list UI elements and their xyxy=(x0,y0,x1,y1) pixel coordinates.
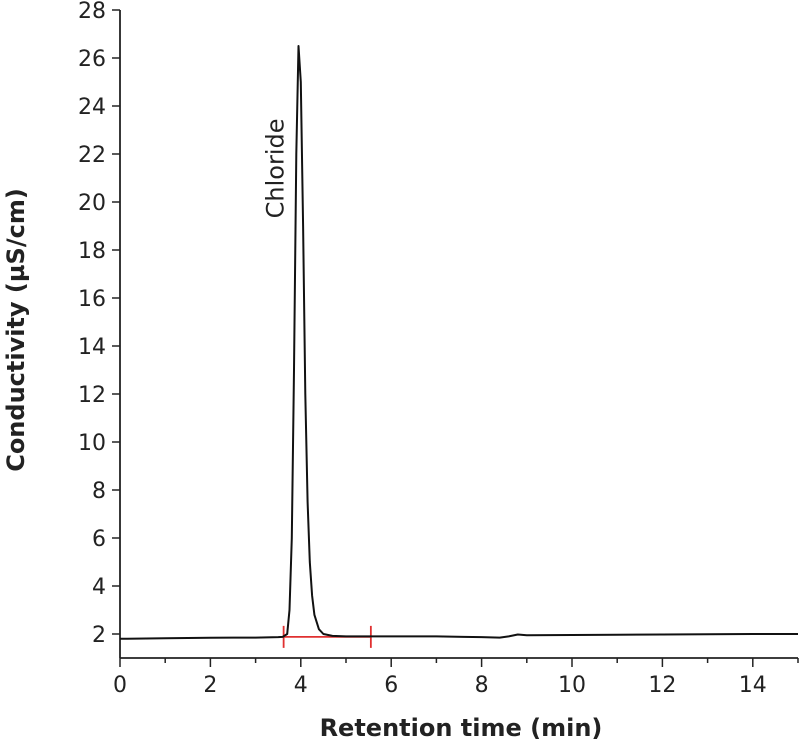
x-axis-title: Retention time (min) xyxy=(320,714,603,742)
x-tick-label: 2 xyxy=(203,673,217,698)
x-tick-label: 14 xyxy=(739,673,767,698)
y-tick-label: 22 xyxy=(78,143,106,168)
x-axis-ticks: 0 2 4 6 8 10 12 14 xyxy=(113,658,799,698)
x-tick-label: 8 xyxy=(475,673,489,698)
x-tick-label: 6 xyxy=(384,673,398,698)
x-tick-label: 10 xyxy=(558,673,586,698)
y-tick-label: 24 xyxy=(78,95,106,120)
y-tick-label: 26 xyxy=(78,47,106,72)
y-tick-label: 16 xyxy=(78,287,106,312)
conductivity-trace xyxy=(119,45,798,640)
y-tick-label: 8 xyxy=(92,479,106,504)
peak-label-chloride: Chloride xyxy=(262,118,290,218)
y-axis-title: Conductivity (µS/cm) xyxy=(2,188,30,472)
y-tick-label: 10 xyxy=(78,431,106,456)
y-tick-label: 28 xyxy=(78,0,106,24)
x-tick-label: 4 xyxy=(294,673,308,698)
y-tick-label: 18 xyxy=(78,239,106,264)
y-tick-label: 12 xyxy=(78,383,106,408)
x-tick-label: 0 xyxy=(113,673,127,698)
y-tick-label: 4 xyxy=(92,575,106,600)
y-tick-label: 6 xyxy=(92,527,106,552)
y-tick-label: 2 xyxy=(92,623,106,648)
x-tick-label: 12 xyxy=(648,673,676,698)
y-tick-label: 14 xyxy=(78,335,106,360)
y-tick-label: 20 xyxy=(78,191,106,216)
